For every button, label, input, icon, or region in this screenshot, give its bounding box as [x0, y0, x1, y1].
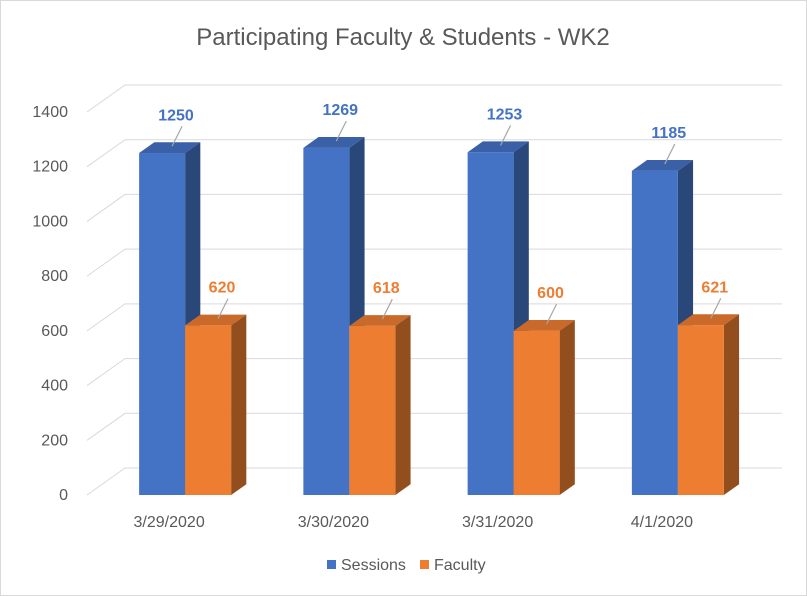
bar-faculty-1: 618 [349, 280, 411, 495]
bar-faculty-3: 621 [677, 279, 740, 495]
y-tick-label: 1000 [32, 213, 68, 230]
bar-front-face [185, 325, 232, 495]
x-axis-categories: 3/29/2020 3/30/2020 3/31/2020 4/1/2020 [134, 514, 694, 531]
data-label: 1253 [487, 106, 523, 123]
data-label-leader [545, 303, 558, 325]
bars: 1250 620 1269 618 1253 600 1185 621 [139, 102, 740, 496]
bar-side-face [559, 320, 575, 495]
data-label-leader [499, 125, 512, 146]
legend-label: Sessions [341, 557, 406, 574]
data-label-leader [381, 298, 393, 320]
bar-front-face [349, 325, 396, 495]
data-label: 620 [209, 280, 236, 297]
bar-top-face [139, 142, 201, 154]
y-tick-label: 800 [41, 268, 68, 285]
y-axis-ticks: 0 200 400 600 800 1000 1200 1400 [32, 104, 68, 504]
bar-front-face [303, 147, 350, 495]
bar-top-face [631, 160, 694, 171]
gridlines [86, 84, 782, 496]
data-label-leader [171, 126, 183, 147]
gridline [86, 193, 782, 222]
data-label-leader [664, 143, 676, 165]
data-label-leader [710, 298, 722, 319]
data-label: 1269 [322, 102, 358, 119]
data-label: 600 [537, 285, 564, 302]
legend: Sessions Faculty [327, 557, 486, 574]
bar-front-face [513, 330, 560, 495]
x-category-label: 3/29/2020 [134, 514, 205, 531]
bar-front-face [677, 325, 724, 495]
bar-top-face [349, 315, 411, 326]
y-tick-label: 0 [59, 487, 68, 504]
data-label-leader [335, 120, 347, 142]
y-tick-label: 200 [41, 432, 68, 449]
bar-top-face [513, 320, 575, 331]
x-category-label: 3/31/2020 [462, 514, 533, 531]
bar-front-face [467, 152, 514, 495]
gridline [86, 84, 782, 113]
bar-top-face [467, 141, 529, 153]
x-category-label: 3/30/2020 [298, 514, 369, 531]
bar-front-face [631, 170, 678, 495]
bar-top-face [185, 314, 247, 326]
legend-item-faculty: Faculty [420, 557, 486, 574]
y-tick-label: 1400 [32, 104, 68, 121]
chart-title: Participating Faculty & Students - WK2 [196, 24, 610, 51]
legend-label: Faculty [434, 557, 486, 574]
y-tick-label: 1200 [32, 159, 68, 176]
bar-front-face [139, 153, 186, 496]
data-label: 618 [373, 280, 400, 297]
legend-swatch [327, 560, 336, 569]
gridline [86, 248, 782, 277]
bar-faculty-2: 600 [513, 285, 575, 495]
bar-side-face [723, 314, 740, 495]
legend-swatch [420, 560, 429, 569]
gridline [86, 303, 782, 332]
bar-side-face [395, 315, 411, 495]
data-label: 1185 [651, 125, 686, 142]
y-tick-label: 400 [41, 378, 68, 395]
data-label: 621 [701, 279, 728, 296]
bar-top-face [303, 137, 365, 148]
data-label: 1250 [158, 107, 194, 124]
y-tick-label: 600 [41, 323, 68, 340]
x-category-label: 4/1/2020 [631, 514, 693, 531]
bar-faculty-0: 620 [185, 280, 247, 495]
bar-top-face [677, 314, 740, 326]
gridline [86, 139, 782, 168]
data-label-leader [217, 298, 229, 319]
legend-item-sessions: Sessions [327, 557, 406, 574]
bar-side-face [231, 314, 247, 495]
